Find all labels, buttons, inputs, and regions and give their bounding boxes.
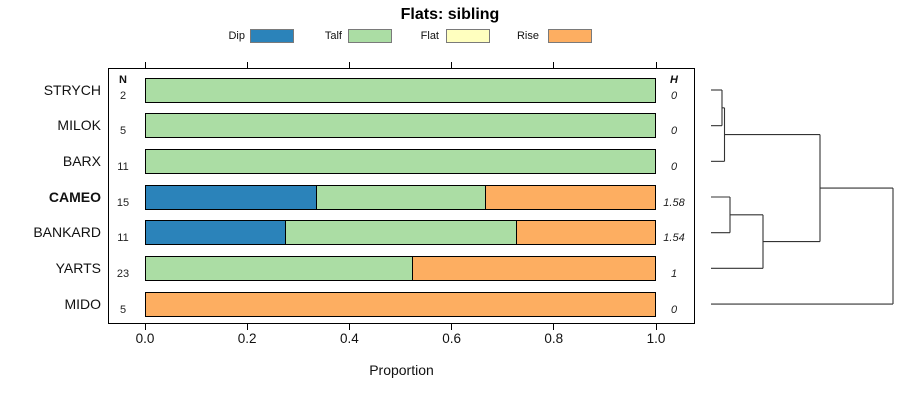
h-value: 1 xyxy=(670,267,678,280)
bar-segment-dip xyxy=(146,185,316,209)
category-label-cameo: CAMEO xyxy=(48,188,101,205)
axis-tick-bottom xyxy=(655,324,657,330)
h-value: 0 xyxy=(670,303,678,316)
n-value: 5 xyxy=(119,125,127,138)
bar-row-barx xyxy=(145,148,656,174)
h-value: 1.58 xyxy=(663,196,685,209)
bar-segment-talf xyxy=(146,114,655,138)
h-value: 0 xyxy=(670,89,678,102)
bar-segment-rise xyxy=(146,292,655,316)
legend-label-rise: Rise xyxy=(516,30,539,42)
bar-segment-rise xyxy=(485,185,655,209)
bar-row-yarts xyxy=(145,255,656,281)
axis-tick-label: 0.8 xyxy=(544,331,564,346)
axis-tick-top xyxy=(348,62,350,68)
legend-label-dip: Dip xyxy=(228,30,245,42)
dendrogram xyxy=(711,89,894,305)
legend-swatch-talf xyxy=(348,29,392,43)
legend-swatch-dip xyxy=(250,29,294,43)
bar-segment-rise xyxy=(516,221,655,245)
category-label-barx: BARX xyxy=(62,152,101,169)
legend-swatch-rise xyxy=(548,29,592,43)
chart-title: Flats: sibling xyxy=(400,6,500,23)
bar-segment-talf xyxy=(146,256,412,280)
axis-tick-bottom xyxy=(246,324,248,330)
axis-tick-top xyxy=(246,62,248,68)
bar-segment-dip xyxy=(146,221,285,245)
bar-segment-talf xyxy=(146,149,655,173)
category-label-mido: MIDO xyxy=(64,295,101,312)
bar-row-cameo xyxy=(145,184,656,210)
category-label-yarts: YARTS xyxy=(55,259,101,276)
n-value: 11 xyxy=(117,232,129,245)
h-column-header: H xyxy=(670,74,678,86)
h-value: 0 xyxy=(670,160,678,173)
n-value: 2 xyxy=(119,89,127,102)
axis-tick-top xyxy=(655,62,657,68)
bar-segment-talf xyxy=(146,78,655,102)
x-axis-title: Proportion xyxy=(369,362,434,378)
axis-tick-top xyxy=(144,62,146,68)
legend-label-talf: Talf xyxy=(324,30,342,42)
axis-tick-top xyxy=(451,62,453,68)
h-value: 0 xyxy=(670,125,678,138)
bar-segment-talf xyxy=(284,221,517,245)
category-label-milok: MILOK xyxy=(57,117,101,134)
bar-row-strych xyxy=(145,77,656,103)
axis-tick-label: 0.4 xyxy=(340,331,359,346)
n-value: 23 xyxy=(116,267,130,280)
axis-tick-bottom xyxy=(348,324,350,330)
bar-row-milok xyxy=(145,113,656,139)
axis-tick-label: 0.0 xyxy=(135,331,155,346)
n-column-header: N xyxy=(119,74,127,86)
n-value: 5 xyxy=(119,303,127,316)
axis-tick-label: 0.6 xyxy=(442,331,461,346)
category-label-bankard: BANKARD xyxy=(33,224,101,241)
axis-tick-bottom xyxy=(553,324,555,330)
bar-row-bankard xyxy=(145,220,656,246)
bar-segment-rise xyxy=(411,256,655,280)
n-value: 11 xyxy=(117,160,129,173)
bar-row-mido xyxy=(145,291,656,317)
n-value: 15 xyxy=(116,196,130,209)
bar-segment-talf xyxy=(315,185,486,209)
axis-tick-bottom xyxy=(144,324,146,330)
axis-tick-bottom xyxy=(451,324,453,330)
h-value: 1.54 xyxy=(663,232,685,245)
category-label-strych: STRYCH xyxy=(43,81,101,98)
legend-label-flat: Flat xyxy=(420,30,439,42)
axis-tick-top xyxy=(553,62,555,68)
axis-tick-label: 1.0 xyxy=(646,331,666,346)
legend-swatch-flat xyxy=(446,29,490,43)
axis-tick-label: 0.2 xyxy=(237,331,257,346)
